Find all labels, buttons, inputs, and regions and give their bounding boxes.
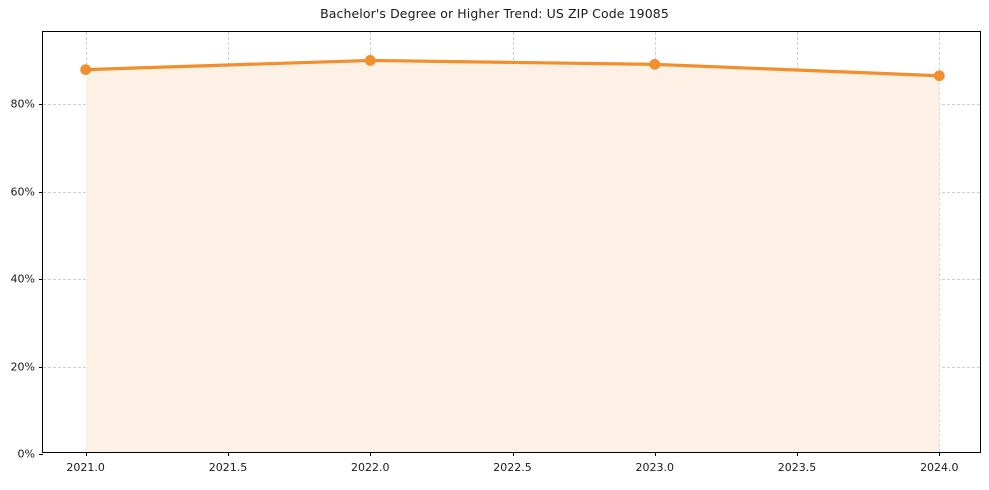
series-line <box>84 58 941 78</box>
y-axis-tick-mark <box>39 279 43 281</box>
y-axis-tick-mark <box>39 104 43 106</box>
x-axis-tick-mark <box>797 452 799 456</box>
x-axis-tick-label: 2021.5 <box>208 461 248 474</box>
y-axis-tick-label: 20% <box>10 360 35 374</box>
x-axis-tick-label: 2024.0 <box>920 461 959 474</box>
x-axis-tick-mark <box>939 452 941 456</box>
plot-inner: 2021: 87.9% 2022: 90% 2023: 89.1% 2024: 86.… <box>43 32 980 452</box>
x-axis-tick-mark <box>370 452 372 456</box>
y-axis-tick-mark <box>39 191 43 193</box>
x-axis-tick-mark <box>512 452 514 456</box>
x-axis-tick-label: 2022.5 <box>493 461 532 474</box>
y-axis-tick-label: 40% <box>10 272 35 286</box>
x-axis-tick-label: 2023.0 <box>635 461 675 474</box>
data-point-marker[interactable]: 2021: 87.9% <box>80 64 92 76</box>
chart-title: Bachelor's Degree or Higher Trend: US ZI… <box>320 6 669 21</box>
x-axis-tick-label: 2023.5 <box>777 461 817 474</box>
data-point-marker[interactable]: 2022: 90% <box>364 55 376 66</box>
x-axis-tick-mark <box>85 452 87 456</box>
y-axis-tick-mark <box>39 454 43 455</box>
x-axis-tick-mark <box>227 452 229 456</box>
data-series-layer: 2021: 87.9% 2022: 90% 2023: 89.1% 2024: 86.… <box>80 55 945 452</box>
y-axis-tick-label: 60% <box>10 185 35 199</box>
y-axis-tick-label: 80% <box>10 97 35 111</box>
gridline-vertical <box>939 32 941 452</box>
series-area-fill <box>85 60 940 452</box>
data-point-marker[interactable]: 2024: 86.5% <box>933 70 945 82</box>
x-axis-tick-mark <box>654 452 656 456</box>
x-axis-tick-label: 2022.0 <box>350 461 390 474</box>
plot-area: 2021: 87.9% 2022: 90% 2023: 89.1% 2024: 86.… <box>11 31 981 474</box>
y-axis-tick-mark <box>39 366 43 368</box>
x-axis-tick-label: 2021.0 <box>66 461 105 474</box>
y-axis-tick-label: 0% <box>17 447 35 461</box>
data-point-marker[interactable]: 2023: 89.1% <box>649 58 661 70</box>
